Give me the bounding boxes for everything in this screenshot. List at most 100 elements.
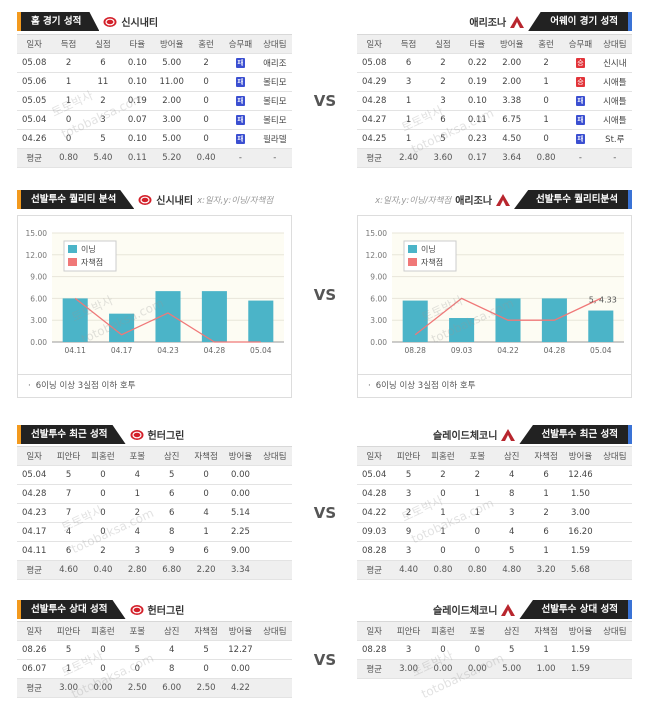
table-cell: 4.22 bbox=[223, 678, 258, 698]
y-tick-label: 9.00 bbox=[370, 273, 387, 282]
stats-table: 일자 득점 실점 타율 방어율 홈런 승무패 상대팀 05.08 6 2 0.22 2.00 2 승 신시내 0… bbox=[357, 34, 632, 168]
table-cell: 2 bbox=[425, 53, 461, 73]
column-header: 일자 bbox=[357, 34, 392, 54]
team-name: 애리조나 bbox=[455, 196, 493, 207]
column-header: 피홈런 bbox=[425, 621, 461, 641]
table-cell: 6.00 bbox=[154, 678, 189, 698]
table-cell: 0 bbox=[188, 72, 224, 92]
table-cell: 6 bbox=[188, 541, 224, 561]
section-header: 슬레이드체코니 선발투수 최근 성적 bbox=[357, 425, 632, 444]
table-cell: 0 bbox=[188, 129, 224, 149]
team-name: 헌터그린 bbox=[147, 606, 185, 617]
table-cell bbox=[597, 560, 632, 580]
table-cell: 패 bbox=[223, 110, 258, 130]
table-cell: 0.17 bbox=[460, 148, 495, 168]
table-cell: 볼티모 bbox=[257, 91, 292, 111]
vs-label: VS bbox=[313, 650, 337, 669]
stats-table: 일자 득점 실점 타율 방어율 홈런 승무패 상대팀 05.08 2 6 0.10 5.00 2 패 애리조 0… bbox=[17, 34, 292, 168]
table-cell: 5.20 bbox=[154, 148, 189, 168]
table-cell: 11.00 bbox=[154, 72, 189, 92]
data-row: 05.04 5 0 4 5 0 0.00 bbox=[17, 465, 292, 485]
dbacks-logo bbox=[510, 15, 525, 28]
table-cell: 0.00 bbox=[223, 659, 258, 679]
table-cell bbox=[257, 484, 292, 504]
table-cell: 3 bbox=[391, 640, 426, 660]
table-cell bbox=[257, 640, 292, 660]
column-header: 자책점 bbox=[188, 621, 224, 641]
result-icon: 패 bbox=[235, 115, 245, 125]
logo-shape bbox=[510, 15, 525, 28]
table-cell: 2.25 bbox=[223, 522, 258, 542]
stats-table: 일자 피안타 피홈런 포볼 삼진 자책점 방어율 상대팀 08.26 5 0 5 4 5 12.27 06.0… bbox=[17, 621, 292, 698]
table-cell: 5.00 bbox=[494, 659, 529, 679]
table-cell: 3.60 bbox=[425, 148, 461, 168]
table-cell: 3 bbox=[391, 541, 426, 561]
table-cell: 04.17 bbox=[17, 522, 52, 542]
column-header: 피안타 bbox=[51, 621, 86, 641]
y-tick-label: 12.00 bbox=[26, 251, 48, 260]
table-cell: 3.20 bbox=[528, 560, 564, 580]
table-cell bbox=[257, 541, 292, 561]
bar bbox=[402, 300, 428, 342]
x-tick-label: 04.22 bbox=[497, 346, 519, 355]
x-tick-label: 04.11 bbox=[64, 346, 86, 355]
chart: 0.00 3.00 6.00 9.00 12.00 15.00 08.28 09.03 04.2… bbox=[366, 229, 624, 355]
table-cell: 1 bbox=[425, 522, 461, 542]
dbacks-logo bbox=[496, 193, 511, 206]
table-cell: - bbox=[257, 148, 292, 168]
table-cell: 2 bbox=[85, 541, 121, 561]
data-row: 08.28 3 0 0 5 1 1.59 bbox=[357, 541, 632, 561]
table-cell: 6 bbox=[154, 484, 189, 504]
table-cell: 4 bbox=[188, 503, 224, 523]
table-cell: 3 bbox=[494, 503, 529, 523]
table-cell: 8 bbox=[494, 484, 529, 504]
table-cell: 0 bbox=[188, 484, 224, 504]
header-row: 일자 피안타 피홈런 포볼 삼진 자책점 방어율 상대팀 bbox=[17, 621, 292, 641]
table-cell: 3.00 bbox=[391, 659, 426, 679]
summary-row: 평균 0.80 5.40 0.11 5.20 0.40- - bbox=[17, 148, 292, 168]
section-header: x:일자,y:이닝/자책점 애리조나 선발투수 퀄리티분석 bbox=[357, 190, 632, 209]
data-row: 04.28 1 3 0.10 3.38 0 패 시애틀 bbox=[357, 91, 632, 111]
table-cell: 3.00 bbox=[154, 110, 189, 130]
table-cell: 0 bbox=[120, 659, 155, 679]
column-header: 일자 bbox=[17, 34, 52, 54]
table-cell: 0 bbox=[425, 640, 461, 660]
table-cell: 시애틀 bbox=[597, 72, 632, 92]
data-row: 06.07 1 0 0 8 0 0.00 bbox=[17, 659, 292, 679]
table-cell: 0.00 bbox=[223, 484, 258, 504]
table-cell: 3.00 bbox=[563, 503, 598, 523]
x-tick-label: 04.28 bbox=[204, 346, 226, 355]
table-cell: 3 bbox=[391, 72, 426, 92]
table-cell: 05.05 bbox=[17, 91, 52, 111]
table-cell: 5 bbox=[425, 129, 461, 149]
header-row: 일자 피안타 피홈런 포볼 삼진 자책점 방어율 상대팀 bbox=[17, 446, 292, 466]
header-tab: 선발투수 최근 성적 bbox=[519, 425, 632, 444]
data-row: 05.06 1 11 0.10 11.00 0 패 볼티모 bbox=[17, 72, 292, 92]
table-cell: 0.00 bbox=[425, 659, 461, 679]
column-header: 실점 bbox=[85, 34, 121, 54]
chart-box: 0.00 3.00 6.00 9.00 12.00 15.00 04.11 04.17 04.2… bbox=[17, 215, 292, 375]
table-cell: 2.00 bbox=[154, 91, 189, 111]
table-cell: 1 bbox=[460, 484, 495, 504]
table-cell: 8 bbox=[154, 659, 189, 679]
table-cell: 04.11 bbox=[17, 541, 52, 561]
vs-label: VS bbox=[313, 92, 337, 110]
table-cell: 승 bbox=[563, 72, 598, 92]
column-header: 타율 bbox=[120, 34, 155, 54]
table-cell: 1 bbox=[51, 91, 86, 111]
data-row: 04.26 0 5 0.10 5.00 0 패 필라델 bbox=[17, 129, 292, 149]
table-cell: 평균 bbox=[357, 148, 392, 168]
section-header: 선발투수 최근 성적 헌터그린 bbox=[17, 425, 292, 444]
table-cell: 5.00 bbox=[154, 129, 189, 149]
data-row: 05.05 1 2 0.19 2.00 0 패 볼티모 bbox=[17, 91, 292, 111]
column-header: 타율 bbox=[460, 34, 495, 54]
table-cell: 0 bbox=[460, 522, 495, 542]
table-cell: 평균 bbox=[357, 659, 392, 679]
table-cell bbox=[597, 522, 632, 542]
column-header: 방어율 bbox=[494, 34, 529, 54]
y-tick-label: 6.00 bbox=[30, 294, 47, 303]
table-cell: 1 bbox=[51, 659, 86, 679]
data-row: 09.03 9 1 0 4 6 16.20 bbox=[357, 522, 632, 542]
result-icon: 패 bbox=[235, 96, 245, 106]
column-header: 포볼 bbox=[120, 446, 155, 466]
